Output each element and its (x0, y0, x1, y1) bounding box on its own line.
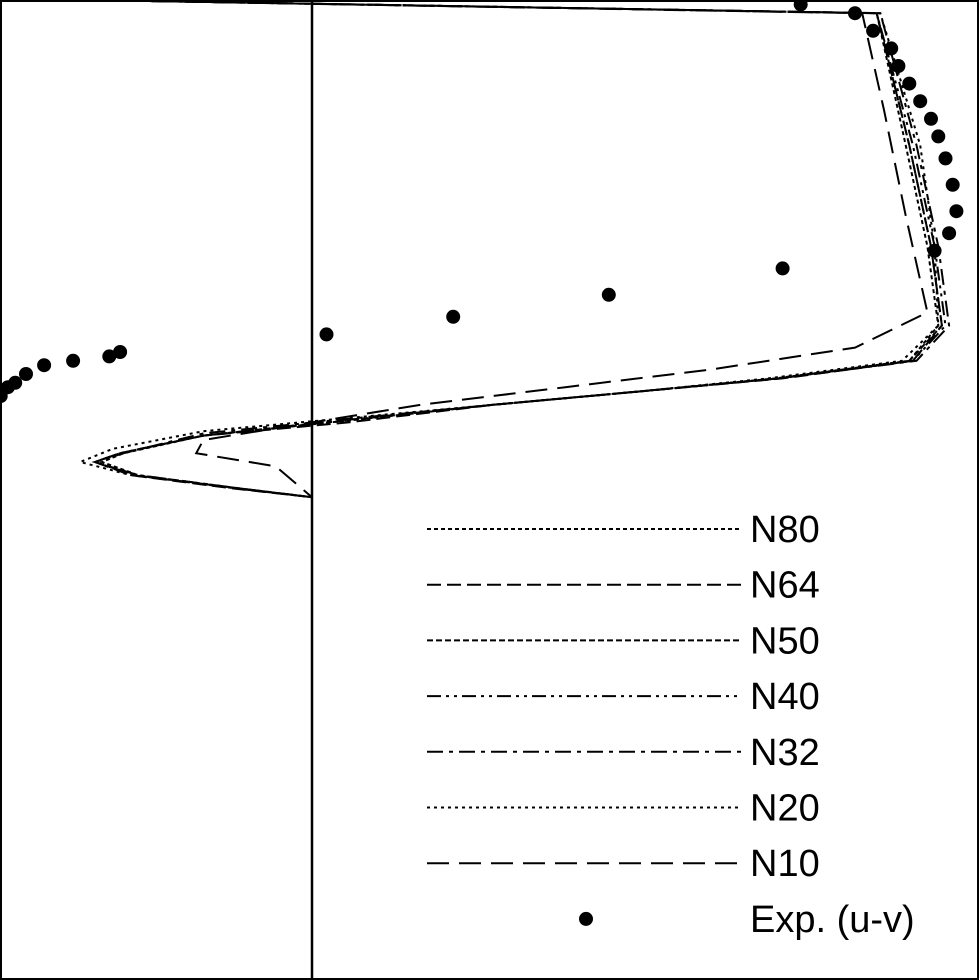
data-point-exp-u-v-16 (446, 309, 461, 324)
legend-label-n20: N20 (750, 788, 820, 830)
data-point-exp-u-v-9 (938, 151, 953, 166)
data-point-exp-u-v-14 (775, 261, 790, 276)
data-point-exp-u-v-15 (601, 287, 616, 302)
data-point-exp-u-v-11 (949, 204, 964, 219)
data-point-exp-u-v-3 (884, 41, 899, 56)
legend-label-n32: N32 (750, 732, 820, 774)
data-point-exp-u-v-6 (913, 94, 928, 109)
data-point-exp-u-v-1 (848, 6, 862, 21)
legend-label-exp-u-v: Exp. (u-v) (750, 899, 915, 941)
data-point-exp-u-v-17 (319, 327, 334, 342)
series-line-n10 (87, 0, 929, 498)
series-line-n20 (77, 0, 940, 499)
data-point-exp-u-v-2 (866, 23, 881, 38)
legend: N80 N64 N50 N40 N32 N20 N10 Exp. (u-v) (427, 509, 915, 941)
legend-label-n10: N10 (750, 843, 820, 885)
data-point-exp-u-v-25 (0, 389, 8, 403)
data-point-exp-u-v-8 (931, 129, 946, 144)
data-point-exp-u-v-13 (927, 243, 942, 258)
curves-group (77, 0, 951, 499)
data-point-exp-u-v-0 (793, 0, 808, 12)
legend-swatch-exp-u-v (579, 911, 593, 926)
legend-label-n40: N40 (750, 676, 820, 718)
data-point-exp-u-v-7 (924, 111, 938, 126)
data-point-exp-u-v-20 (66, 353, 81, 368)
data-point-exp-u-v-10 (945, 177, 960, 192)
series-line-n32 (87, 0, 951, 499)
data-point-exp-u-v-18 (113, 345, 128, 359)
data-point-exp-u-v-22 (19, 367, 33, 381)
markers-group (0, 0, 964, 403)
data-point-exp-u-v-21 (37, 358, 52, 373)
data-point-exp-u-v-19 (102, 349, 117, 364)
data-point-exp-u-v-12 (942, 226, 957, 241)
legend-label-n50: N50 (750, 620, 820, 662)
legend-label-n64: N64 (750, 565, 820, 607)
data-point-exp-u-v-4 (891, 59, 906, 73)
legend-label-n80: N80 (750, 509, 820, 551)
data-point-exp-u-v-5 (902, 76, 917, 91)
